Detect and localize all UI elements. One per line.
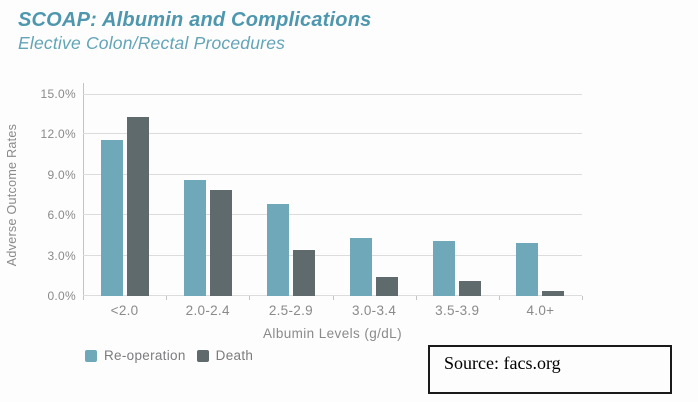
x-category-label: 3.5-3.9 [435, 303, 480, 318]
bar-re-operation [266, 204, 289, 296]
bar-death [292, 250, 315, 296]
gridline [83, 94, 582, 95]
x-category-label: 3.0-3.4 [352, 303, 397, 318]
x-axis-tick [249, 296, 251, 300]
gridline [83, 295, 582, 296]
y-tick-label: 3.0% [47, 248, 76, 263]
legend: Re-operation Death [85, 348, 264, 363]
y-tick-label: 15.0% [40, 87, 76, 101]
legend-item: Death [196, 348, 254, 363]
bar-death [209, 189, 232, 296]
y-axis-line [83, 83, 84, 299]
bar-death [376, 277, 399, 296]
chart-subtitle: Elective Colon/Rectal Procedures [18, 33, 286, 53]
gridline [83, 214, 582, 216]
bar-group [499, 94, 582, 296]
x-category-label: 2.5-2.9 [268, 303, 313, 318]
y-tick-label: 12.0% [40, 127, 76, 142]
x-category-label: 4.0+ [526, 303, 555, 318]
bar-death [459, 281, 482, 296]
x-axis-tick [166, 296, 168, 300]
legend-swatch [196, 349, 209, 362]
bar-death [126, 116, 149, 296]
bar-group [249, 94, 332, 296]
y-tick-label: 9.0% [47, 167, 76, 182]
source-box: Source: facs.org [428, 345, 672, 394]
chart-header: SCOAP: Albumin and Complications Electiv… [18, 8, 371, 54]
bar-re-operation [350, 238, 373, 296]
x-axis-tick [332, 296, 334, 300]
y-tick-label: 0.0% [47, 289, 76, 303]
bar-group [166, 94, 249, 296]
bar-group [83, 94, 166, 296]
x-axis-labels: <2.0 2.0-2.4 2.5-2.9 3.0-3.4 3.5-3.9 4.0+ [83, 303, 582, 319]
x-category-label: <2.0 [110, 303, 139, 318]
x-category-label: 2.0-2.4 [185, 303, 230, 318]
bar-group [333, 94, 416, 296]
bar-re-operation [433, 240, 456, 296]
x-axis-tick [415, 296, 417, 300]
gridline [83, 254, 582, 256]
bar-re-operation [100, 139, 123, 296]
bar-re-operation [183, 180, 206, 296]
legend-label: Re-operation [104, 348, 186, 363]
y-tick-label: 6.0% [47, 208, 76, 223]
legend-swatch [85, 349, 97, 362]
x-axis-title: Albumin Levels (g/dL) [263, 326, 402, 341]
plot-area [83, 83, 583, 300]
bar-group [416, 94, 499, 296]
gridline [83, 173, 582, 175]
x-axis-tick [498, 296, 500, 300]
gridline [83, 133, 582, 135]
x-axis-tick [582, 296, 583, 300]
chart-title: SCOAP: Albumin and Complications [18, 9, 372, 31]
source-text: Source: facs.org [444, 353, 561, 373]
legend-label: Death [215, 348, 254, 363]
x-axis-tick [83, 296, 84, 300]
legend-item: Re-operation [85, 348, 186, 363]
bar-death [542, 290, 565, 296]
y-axis-labels: 0.0% 3.0% 6.0% 9.0% 12.0% 15.0% [0, 87, 76, 303]
bar-re-operation [516, 243, 539, 296]
